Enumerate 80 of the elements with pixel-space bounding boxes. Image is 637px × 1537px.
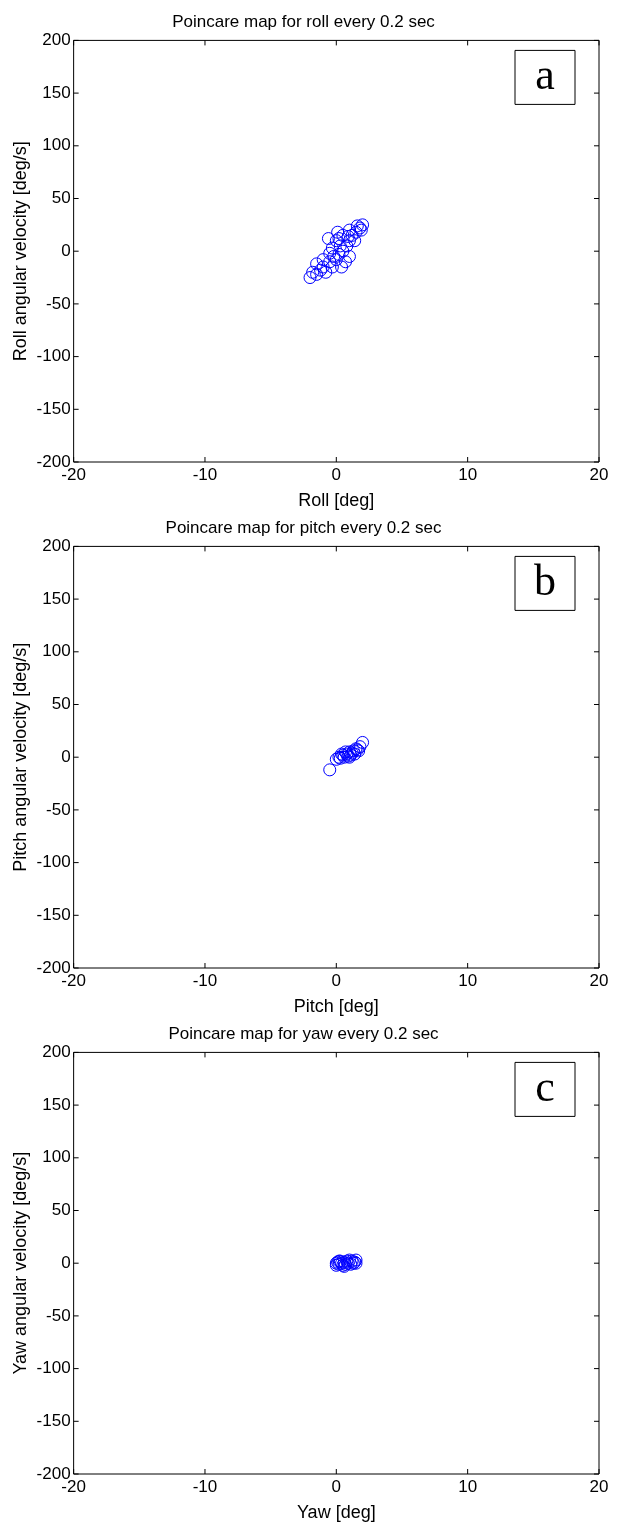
x-tick-label: -10 bbox=[192, 1476, 218, 1496]
point bbox=[321, 232, 335, 246]
y-tick-label: -50 bbox=[46, 293, 71, 313]
point bbox=[342, 249, 356, 263]
x-tick-label: 20 bbox=[589, 1476, 609, 1496]
point bbox=[336, 244, 350, 258]
y-tick-label: 0 bbox=[61, 240, 71, 260]
x-axis-title: Yaw [deg] bbox=[296, 1502, 376, 1523]
y-tick-label: 100 bbox=[42, 641, 71, 661]
y-tick-label: 150 bbox=[42, 82, 71, 102]
x-tick-label: 20 bbox=[589, 464, 609, 484]
x-tick-label: 0 bbox=[331, 1476, 342, 1496]
x-tick-label: 0 bbox=[331, 464, 342, 484]
point bbox=[306, 265, 320, 279]
point bbox=[333, 239, 347, 253]
point bbox=[325, 260, 339, 274]
y-tick-label: -150 bbox=[36, 904, 71, 924]
point bbox=[349, 225, 363, 239]
point bbox=[348, 234, 362, 248]
point bbox=[319, 265, 333, 279]
y-tick-label: 200 bbox=[42, 536, 71, 556]
point bbox=[332, 247, 346, 261]
x-tick-label: 10 bbox=[458, 970, 478, 990]
point bbox=[345, 228, 359, 242]
y-tick-label: 100 bbox=[42, 135, 71, 155]
point bbox=[342, 234, 356, 248]
point bbox=[331, 225, 345, 239]
x-tick-label: 20 bbox=[589, 970, 609, 990]
y-tick-label: 50 bbox=[51, 188, 71, 208]
annotation: a bbox=[535, 49, 555, 99]
point bbox=[323, 255, 337, 269]
y-tick-label: 150 bbox=[42, 1094, 71, 1114]
x-axis-title: Pitch [deg] bbox=[293, 996, 379, 1017]
y-tick-label: 150 bbox=[42, 588, 71, 608]
point bbox=[336, 228, 350, 242]
y-axis-title: Pitch angular velocity [deg/s] bbox=[9, 642, 30, 872]
y-tick-label: 0 bbox=[61, 746, 71, 766]
point bbox=[356, 735, 370, 749]
y-tick-label: 200 bbox=[42, 30, 71, 50]
y-tick-label: 0 bbox=[61, 1252, 71, 1272]
x-tick-label: -10 bbox=[192, 464, 218, 484]
point bbox=[323, 763, 337, 777]
point bbox=[335, 260, 349, 274]
y-tick-label: 50 bbox=[51, 1200, 71, 1220]
point bbox=[329, 752, 343, 766]
y-tick-label: 100 bbox=[42, 1147, 71, 1167]
y-tick-label: -150 bbox=[36, 1410, 71, 1430]
y-axis-title: Roll angular velocity [deg/s] bbox=[9, 141, 30, 362]
x-axis-title: Roll [deg] bbox=[298, 490, 375, 511]
y-axis-title: Yaw angular velocity [deg/s] bbox=[9, 1151, 30, 1375]
chart-title: Poincare map for pitch every 0.2 sec bbox=[165, 517, 442, 537]
point bbox=[329, 253, 343, 267]
chart-title: Poincare map for yaw every 0.2 sec bbox=[168, 1023, 440, 1043]
chart-title: Poincare map for roll every 0.2 sec bbox=[172, 11, 436, 31]
y-tick-label: -100 bbox=[36, 346, 71, 366]
y-tick-label: 200 bbox=[42, 1042, 71, 1062]
point bbox=[323, 246, 337, 260]
point bbox=[303, 271, 317, 285]
y-tick-label: -100 bbox=[36, 852, 71, 872]
y-tick-label: -50 bbox=[46, 799, 71, 819]
point bbox=[310, 267, 324, 281]
point bbox=[327, 249, 341, 263]
point bbox=[316, 253, 330, 267]
point bbox=[341, 229, 355, 243]
x-tick-label: 10 bbox=[458, 464, 478, 484]
annotation: b bbox=[534, 555, 556, 605]
point bbox=[325, 241, 339, 255]
point bbox=[339, 255, 353, 269]
y-tick-label: -100 bbox=[36, 1358, 71, 1378]
point bbox=[353, 740, 367, 754]
point bbox=[340, 239, 354, 253]
y-tick-label: 50 bbox=[51, 694, 71, 714]
point bbox=[342, 223, 356, 237]
x-tick-label: 0 bbox=[331, 970, 342, 990]
point bbox=[310, 257, 324, 271]
x-tick-label: -10 bbox=[192, 970, 218, 990]
y-tick-label: -150 bbox=[36, 398, 71, 418]
y-tick-label: -50 bbox=[46, 1305, 71, 1325]
x-tick-label: 10 bbox=[458, 1476, 478, 1496]
annotation: c bbox=[535, 1061, 555, 1111]
